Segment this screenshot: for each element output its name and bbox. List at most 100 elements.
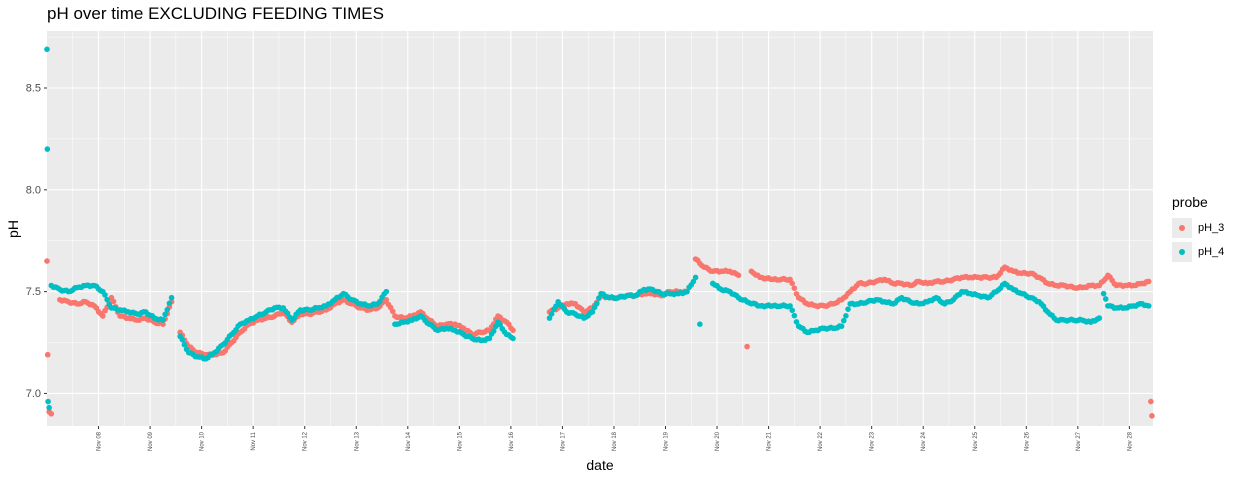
y-tick-label: 7.5 (26, 286, 41, 298)
data-point-pH_4 (486, 335, 493, 342)
data-point-pH_4 (377, 298, 383, 305)
x-tick-label: Nov 13 (354, 431, 360, 451)
grid-minor (47, 31, 1153, 426)
data-point-pH_4 (787, 303, 793, 309)
data-point-pH_4 (383, 288, 390, 295)
legend-item-ph4: pH_4 (1172, 240, 1224, 264)
data-point-pH_4 (1100, 290, 1107, 297)
x-tick-label: Nov 14 (406, 431, 412, 451)
data-point-pH_3 (1148, 398, 1154, 405)
legend-item-ph3: pH_3 (1172, 216, 1224, 240)
y-axis: 7.0 7.5 8.0 8.5 (26, 83, 47, 400)
data-point-pH_4 (840, 317, 847, 324)
data-point-pH_4 (690, 278, 697, 285)
x-tick-label: Nov 27 (1076, 431, 1082, 451)
data-point-pH_4 (1145, 303, 1152, 309)
data-point-pH_4 (44, 146, 51, 152)
data-point-pH_4 (793, 319, 800, 325)
x-tick-label: Nov 19 (664, 431, 670, 451)
data-point-pH_4 (44, 46, 50, 53)
chart-title: pH over time EXCLUDING FEEDING TIMES (47, 4, 384, 23)
x-tick-label: Nov 24 (921, 431, 927, 451)
data-point-pH_4 (548, 311, 555, 317)
x-tick-label: Nov 23 (870, 431, 876, 451)
data-point-pH_4 (789, 307, 796, 314)
legend-dot-ph4 (1179, 249, 1185, 255)
data-point-pH_4 (168, 294, 175, 301)
data-point-pH_3 (44, 258, 50, 264)
x-tick-label: Nov 21 (767, 431, 773, 451)
legend-title: probe (1172, 194, 1208, 210)
data-point-pH_3 (510, 327, 516, 334)
y-axis-title: pH (5, 220, 21, 238)
y-tick-label: 8.0 (26, 184, 41, 196)
data-point-pH_3 (48, 410, 55, 417)
x-axis-title: date (586, 457, 613, 473)
data-point-pH_4 (181, 341, 188, 348)
data-point-pH_4 (692, 274, 699, 281)
data-point-pH_4 (164, 306, 171, 313)
y-tick-label: 7.0 (26, 388, 41, 400)
data-point-pH_4 (843, 313, 849, 319)
x-tick-label: Nov 12 (303, 431, 309, 451)
x-tick-label: Nov 28 (1127, 431, 1133, 451)
data-point-pH_4 (1102, 296, 1109, 302)
data-point-pH_3 (735, 272, 742, 279)
x-tick-label: Nov 09 (148, 431, 154, 451)
data-point-pH_3 (44, 351, 51, 358)
data-point-pH_4 (684, 288, 690, 295)
legend: probe pH_3 pH_4 (1172, 194, 1224, 264)
legend-label: pH_3 (1198, 222, 1225, 234)
x-tick-label: Nov 10 (200, 431, 206, 451)
data-point-pH_3 (160, 321, 166, 327)
x-tick-label: Nov 16 (509, 431, 515, 451)
data-point-pH_4 (838, 323, 845, 330)
x-tick-label: Nov 17 (560, 431, 566, 451)
data-point-pH_4 (160, 317, 166, 323)
data-point-pH_4 (596, 295, 602, 301)
data-point-pH_4 (104, 296, 110, 303)
legend-key (1172, 218, 1192, 238)
data-point-pH_4 (697, 321, 703, 327)
series-pH_4 (44, 46, 1152, 411)
data-point-pH_3 (100, 313, 106, 319)
data-point-pH_3 (383, 296, 390, 303)
data-point-pH_4 (497, 321, 503, 328)
data-point-pH_3 (791, 285, 798, 291)
plot-panel (47, 31, 1153, 426)
legend-label: pH_4 (1198, 246, 1225, 258)
data-point-pH_4 (179, 336, 186, 343)
data-point-pH_4 (162, 311, 168, 318)
x-tick-label: Nov 18 (612, 431, 618, 451)
x-tick-label: Nov 20 (715, 431, 721, 451)
y-tick-label: 8.5 (26, 83, 41, 95)
x-tick-label: Nov 11 (251, 431, 257, 450)
data-points (44, 46, 1155, 419)
data-point-pH_4 (490, 328, 497, 334)
data-point-pH_4 (791, 312, 798, 319)
data-point-pH_3 (110, 298, 117, 305)
data-point-pH_4 (593, 300, 600, 307)
x-tick-label: Nov 22 (818, 431, 824, 451)
data-point-pH_3 (744, 343, 750, 350)
x-tick-label: Nov 26 (1024, 431, 1030, 451)
x-tick-label: Nov 08 (97, 431, 103, 451)
data-point-pH_4 (45, 398, 51, 405)
grid-major (47, 31, 1153, 426)
data-point-pH_4 (553, 303, 559, 309)
data-point-pH_4 (510, 335, 516, 342)
x-tick-label: Nov 25 (973, 431, 979, 451)
x-axis: Nov 08 Nov 09 Nov 10 Nov 11 Nov 12 Nov 13 Nov … (97, 426, 1133, 451)
data-point-pH_4 (102, 292, 108, 298)
data-point-pH_4 (589, 309, 596, 315)
data-point-pH_3 (1145, 278, 1152, 285)
x-tick-label: Nov 15 (457, 431, 463, 451)
legend-key (1172, 242, 1192, 262)
data-point-pH_4 (493, 323, 499, 330)
data-point-pH_4 (166, 300, 173, 307)
data-point-pH_4 (546, 315, 553, 321)
data-point-pH_4 (845, 306, 851, 312)
data-point-pH_4 (46, 404, 52, 411)
data-point-pH_3 (1149, 413, 1155, 419)
